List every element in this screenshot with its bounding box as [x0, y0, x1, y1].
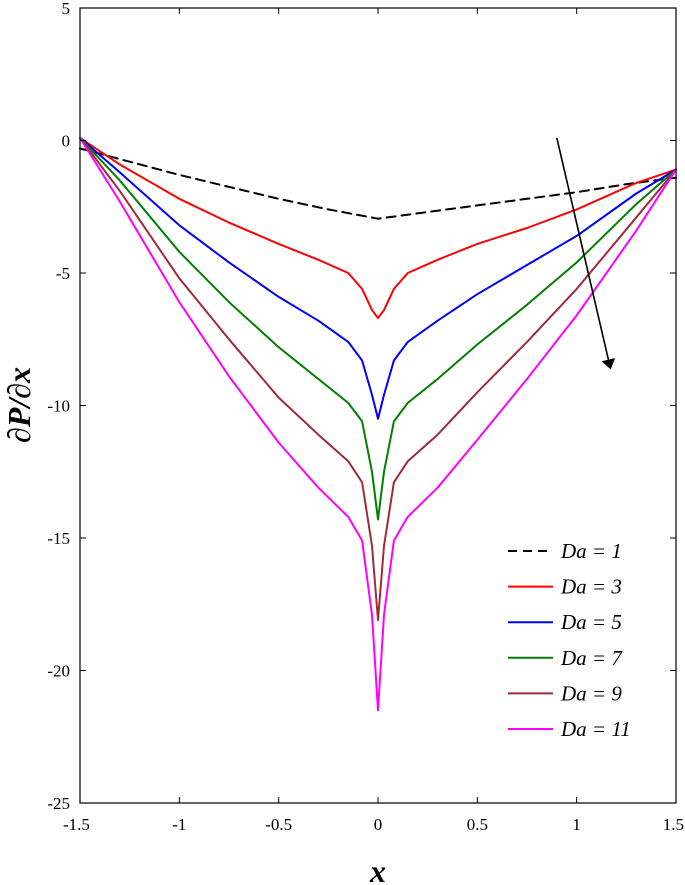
legend-label: Da = 9 [560, 681, 622, 705]
y-tick-label: -25 [47, 794, 70, 813]
x-tick-label: -0.5 [265, 815, 292, 834]
plot-frame [79, 7, 677, 804]
x-tick-label: -1.5 [63, 815, 90, 834]
y-tick-label: -20 [47, 662, 70, 681]
plot-area [80, 8, 676, 803]
legend-label: Da = 7 [560, 646, 623, 670]
legend-label: Da = 5 [560, 610, 622, 634]
series-line-5 [79, 136, 677, 622]
arrow-line [556, 137, 616, 370]
x-tick-label: 1.5 [663, 815, 684, 834]
legend-label: Da = 1 [560, 539, 622, 563]
legend-label: Da = 3 [560, 575, 622, 599]
increase-arrow [556, 137, 616, 370]
x-axis-title: x [369, 853, 386, 885]
y-tick-label: 5 [62, 0, 71, 18]
x-tick-label: 0 [374, 815, 383, 834]
axis-ticks: -1.5 -1 -0.5 0 0.5 1 1.5 5 0 -5 -10 -15 -20 -25 [47, 0, 684, 834]
y-axis-title: ∂P/∂x [1, 367, 37, 443]
series-line-2 [79, 136, 677, 319]
x-tick-label: 1 [572, 815, 581, 834]
y-tick-label: -10 [47, 397, 70, 416]
legend-label: Da = 11 [560, 717, 631, 741]
y-tick-label: 0 [62, 132, 71, 151]
series-line-3 [79, 136, 677, 420]
x-tick-label: 0.5 [467, 815, 488, 834]
series-lines [79, 136, 677, 712]
series-line-6 [79, 136, 677, 712]
y-tick-label: -5 [56, 264, 70, 283]
series-line-4 [79, 136, 677, 521]
x-tick-label: -1 [172, 815, 186, 834]
y-tick-label: -15 [47, 529, 70, 548]
series-line-1 [79, 147, 677, 220]
legend: Da = 1 Da = 3 Da = 5 Da = 7 Da = 9 Da = 11 [508, 539, 631, 741]
